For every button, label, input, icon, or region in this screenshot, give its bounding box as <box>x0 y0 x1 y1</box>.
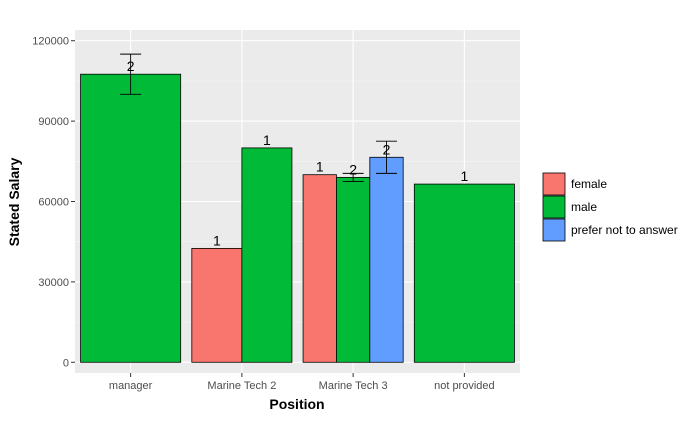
x-tick-label: Marine Tech 2 <box>207 380 276 392</box>
bar <box>241 147 293 363</box>
bar <box>413 183 515 363</box>
y-tick-label: 60000 <box>38 197 69 209</box>
bar <box>80 73 182 363</box>
count-label: 2 <box>127 58 135 74</box>
count-label: 1 <box>263 132 271 148</box>
legend-key <box>542 195 566 219</box>
count-labels: 2 1 1 1 2 2 1 <box>127 58 469 248</box>
y-tick-label: 0 <box>63 357 69 369</box>
count-label: 1 <box>316 159 324 175</box>
y-tick-label: 90000 <box>38 116 69 128</box>
bars <box>80 73 515 363</box>
bar <box>369 156 404 363</box>
legend-label: male <box>571 200 597 214</box>
count-label: 1 <box>460 168 468 184</box>
x-tick-label: Marine Tech 3 <box>319 380 388 392</box>
count-label: 2 <box>349 161 357 177</box>
error-bars <box>120 53 397 182</box>
y-tick-label: 120000 <box>32 36 69 48</box>
y-axis-title: Stated Salary <box>6 157 22 246</box>
legend-key <box>542 172 566 196</box>
y-axis: 0 30000 60000 90000 120000 <box>32 36 75 369</box>
x-tick-label: manager <box>109 380 153 392</box>
legend: female male prefer not to answer <box>542 172 678 242</box>
count-label: 2 <box>383 141 391 157</box>
bar <box>191 247 243 363</box>
legend-label: female <box>571 177 607 191</box>
legend-label: prefer not to answer <box>571 223 678 237</box>
y-tick-label: 30000 <box>38 277 69 289</box>
bar <box>302 174 337 363</box>
x-axis-title: Position <box>269 396 324 412</box>
x-tick-label: not provided <box>434 380 495 392</box>
count-label: 1 <box>213 232 221 248</box>
bar <box>336 176 371 363</box>
x-axis: manager Marine Tech 2 Marine Tech 3 not pro… <box>109 373 495 392</box>
legend-key <box>542 218 566 242</box>
